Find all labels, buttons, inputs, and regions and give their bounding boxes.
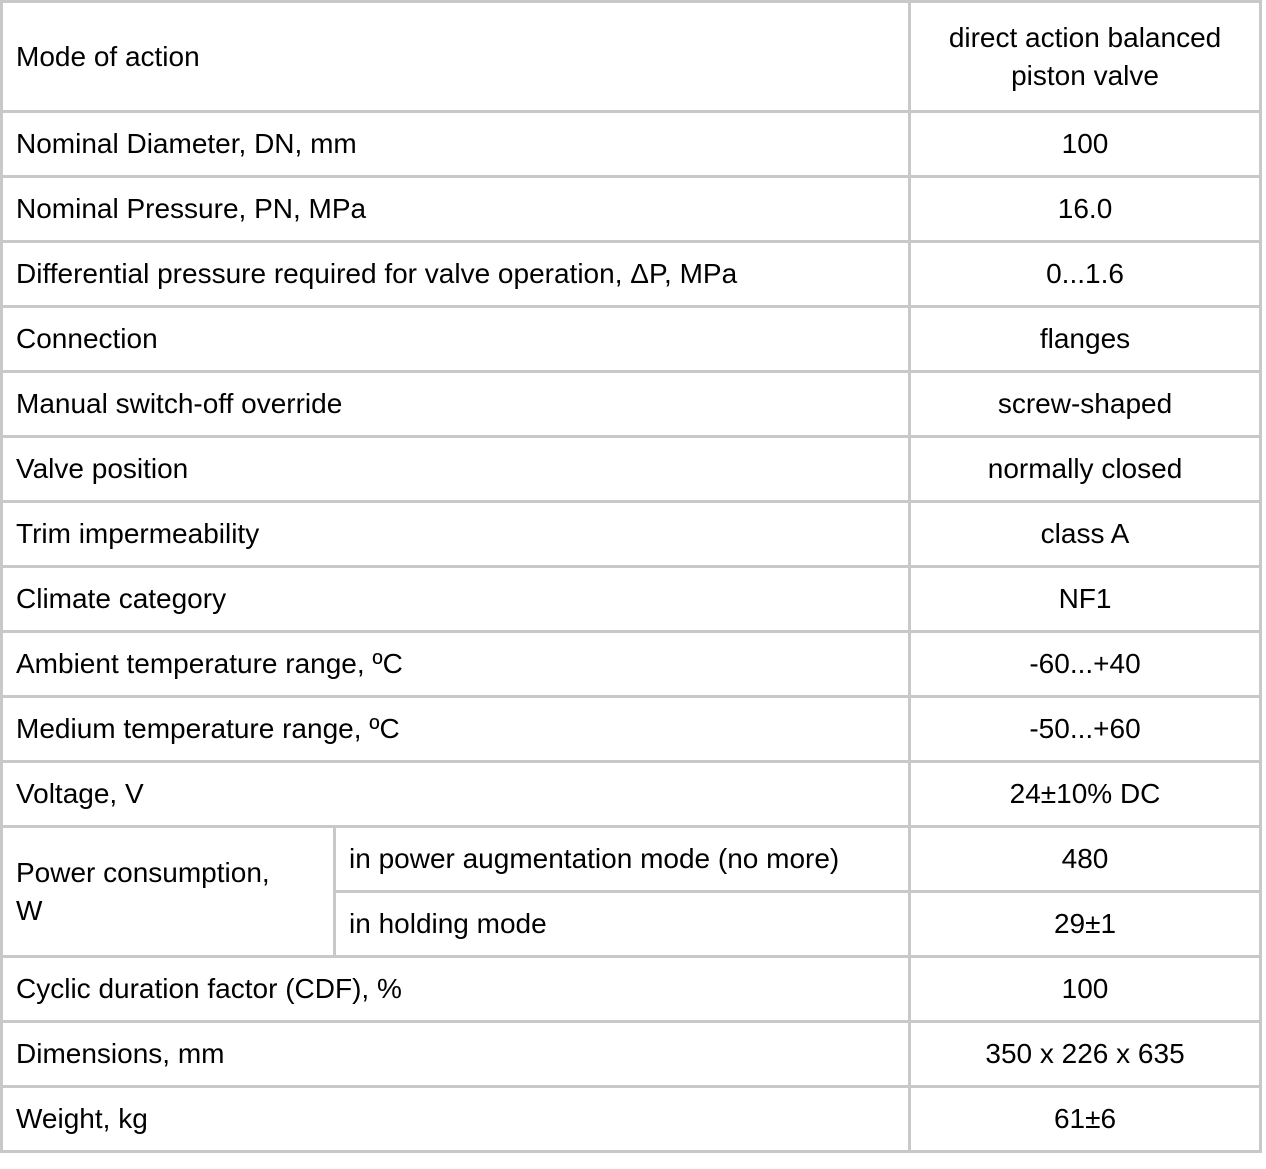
spec-label-differential-pressure: Differential pressure required for valve… [0, 240, 912, 308]
table-row: Ambient temperature range, ºC -60...+40 [0, 630, 1263, 698]
spec-value-differential-pressure: 0...1.6 [908, 240, 1263, 308]
spec-label-nominal-diameter: Nominal Diameter, DN, mm [0, 110, 912, 178]
spec-value-holding-mode: 29±1 [908, 890, 1263, 958]
table-row: Trim impermeability class A [0, 500, 1263, 568]
spec-value-ambient-temperature: -60...+40 [908, 630, 1263, 698]
table-row: Power consumption, W in power augmentati… [0, 825, 1263, 958]
table-row: Manual switch-off override screw-shaped [0, 370, 1263, 438]
spec-value-nominal-diameter: 100 [908, 110, 1263, 178]
spec-label-medium-temperature: Medium temperature range, ºC [0, 695, 912, 763]
spec-label-cyclic-duration-factor: Cyclic duration factor (CDF), % [0, 955, 912, 1023]
spec-value-connection: flanges [908, 305, 1263, 373]
spec-value-cyclic-duration-factor: 100 [908, 955, 1263, 1023]
table-row: Voltage, V 24±10% DC [0, 760, 1263, 828]
spec-value-climate-category: NF1 [908, 565, 1263, 633]
table-row: Connection flanges [0, 305, 1263, 373]
table-row: Mode of action direct action balanced pi… [0, 0, 1263, 113]
spec-label-dimensions: Dimensions, mm [0, 1020, 912, 1088]
spec-value-manual-override: screw-shaped [908, 370, 1263, 438]
table-row: Differential pressure required for valve… [0, 240, 1263, 308]
spec-label-weight: Weight, kg [0, 1085, 912, 1153]
spec-label-trim-impermeability: Trim impermeability [0, 500, 912, 568]
spec-value-trim-impermeability: class A [908, 500, 1263, 568]
table-row: Climate category NF1 [0, 565, 1263, 633]
spec-label-mode-of-action: Mode of action [0, 0, 912, 113]
spec-sublabel-holding-mode: in holding mode [332, 890, 912, 958]
spec-value-valve-position: normally closed [908, 435, 1263, 503]
table-row: Nominal Diameter, DN, mm 100 [0, 110, 1263, 178]
spec-value-nominal-pressure: 16.0 [908, 175, 1263, 243]
spec-label-climate-category: Climate category [0, 565, 912, 633]
spec-label-power-consumption: Power consumption, W [0, 825, 336, 958]
spec-label-connection: Connection [0, 305, 912, 373]
table-row: Cyclic duration factor (CDF), % 100 [0, 955, 1263, 1023]
spec-value-medium-temperature: -50...+60 [908, 695, 1263, 763]
table-row: Nominal Pressure, PN, MPa 16.0 [0, 175, 1263, 243]
spec-value-dimensions: 350 x 226 x 635 [908, 1020, 1263, 1088]
table-row: in holding mode 29±1 [2, 890, 1263, 958]
table-row: Medium temperature range, ºC -50...+60 [0, 695, 1263, 763]
spec-label-valve-position: Valve position [0, 435, 912, 503]
table-row: Valve position normally closed [0, 435, 1263, 503]
table-row: Dimensions, mm 350 x 226 x 635 [0, 1020, 1263, 1088]
spec-label-nominal-pressure: Nominal Pressure, PN, MPa [0, 175, 912, 243]
spec-value-voltage: 24±10% DC [908, 760, 1263, 828]
spec-value-weight: 61±6 [908, 1085, 1263, 1153]
table-row: Weight, kg 61±6 [0, 1085, 1263, 1153]
spec-value-power-augmentation: 480 [908, 825, 1263, 893]
spec-sublabel-power-augmentation: in power augmentation mode (no more) [332, 825, 912, 893]
spec-label-ambient-temperature: Ambient temperature range, ºC [0, 630, 912, 698]
spec-label-manual-override: Manual switch-off override [0, 370, 912, 438]
spec-label-voltage: Voltage, V [0, 760, 912, 828]
spec-value-mode-of-action: direct action balanced piston valve [908, 0, 1263, 113]
